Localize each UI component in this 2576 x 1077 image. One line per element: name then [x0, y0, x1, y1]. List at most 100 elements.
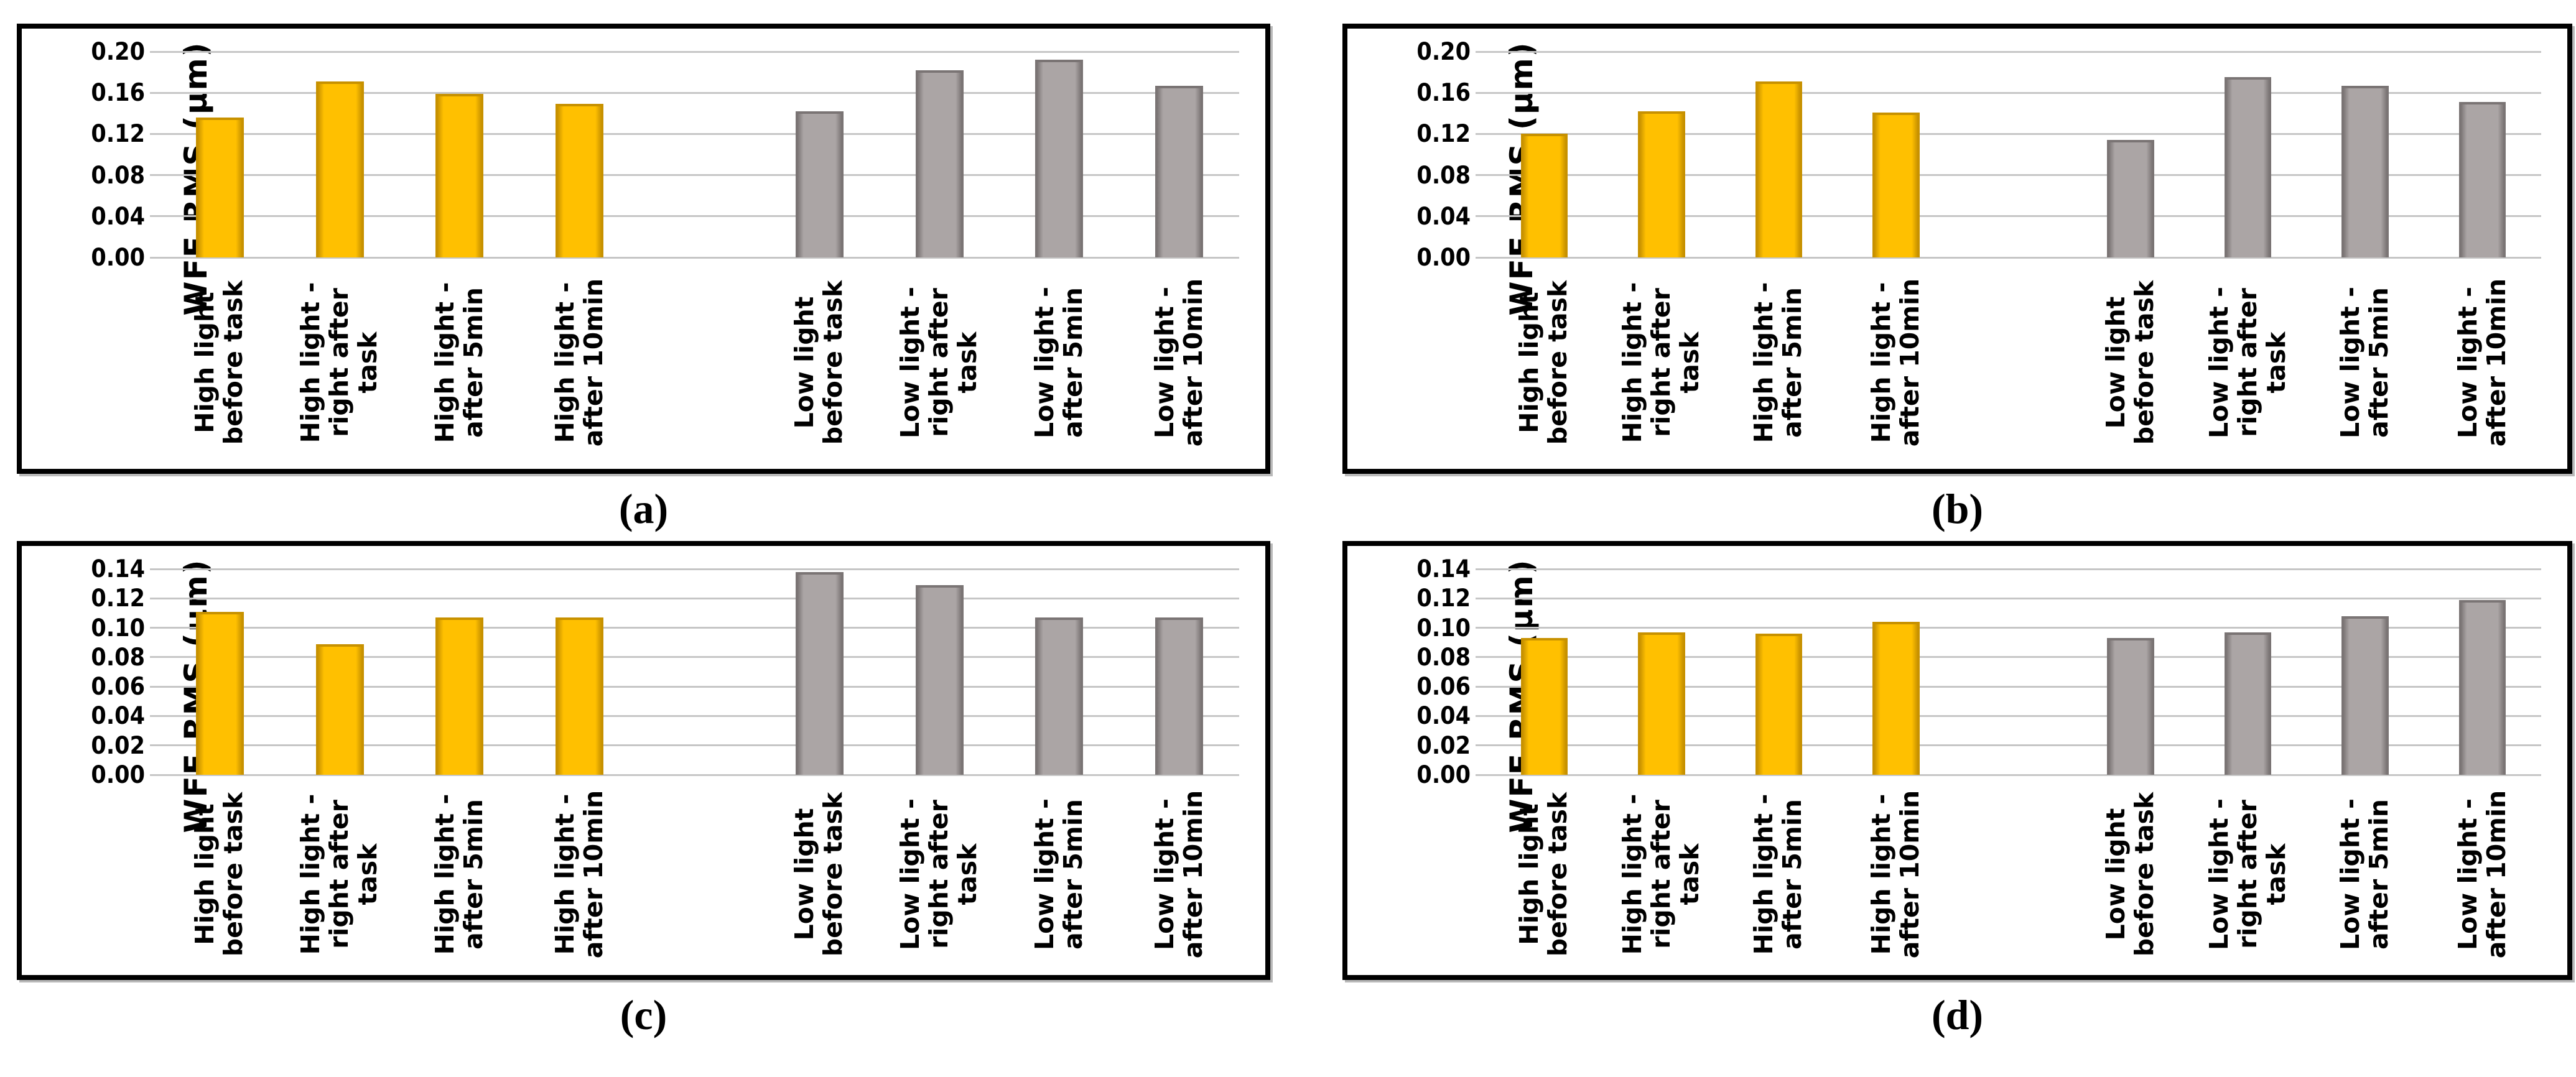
bar-low-light-1	[2107, 140, 2154, 257]
x-category-label: High light - after 5min	[430, 793, 488, 955]
bar-low-light-3	[1035, 60, 1084, 257]
bar-low-light-4	[1155, 617, 1204, 775]
figure-cell-d: WFE RMS (μm) 0.000.020.040.060.080.100.1…	[1342, 541, 2572, 1077]
gridline	[150, 685, 1239, 688]
plot-area-c: WFE RMS (μm) 0.000.020.040.060.080.100.1…	[91, 557, 1239, 833]
x-category-label: High light - after 10min	[549, 278, 608, 447]
x-category-label: High light - after 10min	[1866, 278, 1925, 447]
bar-high-light-1	[195, 117, 244, 257]
subfigure-caption-b: (b)	[1931, 485, 1984, 532]
x-axis-labels-d: High light before task High light - right…	[1486, 777, 2541, 971]
x-category-label: Low light - after 10min	[2452, 278, 2511, 447]
y-tick-label: 0.10	[91, 614, 145, 642]
bar-high-light-4	[1872, 112, 1920, 257]
gridline	[1476, 744, 2541, 747]
x-category-label: Low light - after 10min	[1149, 278, 1208, 447]
y-tick-label: 0.00	[1416, 244, 1471, 272]
x-axis-labels-a: High light before task High light - right…	[160, 260, 1239, 465]
x-category-label: High light - right after task	[295, 793, 383, 955]
y-tick-label: 0.02	[91, 731, 145, 760]
chart-panel-d: WFE RMS (μm) 0.000.020.040.060.080.100.1…	[1342, 541, 2572, 980]
chart-panel-b: WFE RMS (μm) 0.000.040.080.120.160.20 Hi…	[1342, 24, 2572, 474]
y-tick-label: 0.12	[91, 585, 145, 613]
y-tick-label: 0.04	[1416, 202, 1471, 231]
bar-high-light-2	[315, 81, 364, 257]
gridline	[150, 744, 1239, 747]
gridline	[150, 568, 1239, 570]
x-category-label: High light before task	[1514, 280, 1573, 445]
gridline	[1476, 50, 2541, 53]
gridline	[1476, 656, 2541, 659]
bar-low-light-2	[915, 70, 964, 257]
y-tick-label: 0.08	[1416, 161, 1471, 190]
bar-high-light-1	[1520, 638, 1568, 775]
gridline	[1476, 714, 2541, 717]
bar-low-light-2	[915, 585, 964, 775]
x-category-label: High light - after 10min	[549, 790, 608, 959]
x-category-label: High light - right after task	[295, 282, 383, 443]
x-category-label: High light before task	[1514, 792, 1573, 957]
gridline	[1476, 256, 2541, 259]
x-category-label: Low light before task	[2101, 280, 2160, 445]
y-tick-label: 0.14	[91, 555, 145, 583]
subfigure-caption-a: (a)	[618, 485, 669, 532]
gridline	[150, 627, 1239, 629]
bar-high-light-2	[315, 644, 364, 775]
chart-panel-a: WFE RMS (μm) 0.000.040.080.120.160.20 Hi…	[17, 24, 1270, 474]
bar-high-light-1	[195, 611, 244, 775]
y-tick-label: 0.04	[91, 702, 145, 731]
x-category-label: Low light - after 10min	[1149, 790, 1208, 959]
figure-cell-a: WFE RMS (μm) 0.000.040.080.120.160.20 Hi…	[17, 24, 1270, 541]
gridline	[1476, 91, 2541, 94]
bar-high-light-2	[1638, 632, 1685, 775]
y-tick-label: 0.14	[1416, 555, 1471, 583]
bar-low-light-4	[1155, 85, 1204, 257]
x-category-label: High light - after 5min	[430, 282, 488, 443]
bar-high-light-3	[1755, 81, 1803, 257]
y-tick-label: 0.00	[91, 761, 145, 789]
x-category-label: Low light - after 5min	[1029, 798, 1088, 950]
bar-high-light-3	[435, 93, 484, 257]
y-tick-label: 0.06	[1416, 673, 1471, 701]
x-category-label: Low light - right after task	[2203, 798, 2291, 950]
subfigure-caption-d: (d)	[1931, 991, 1984, 1038]
gridline	[150, 714, 1239, 717]
y-tick-label: 0.00	[91, 244, 145, 272]
subfigure-caption-c: (c)	[620, 991, 667, 1038]
x-category-label: High light - after 10min	[1866, 790, 1925, 959]
gridline	[150, 656, 1239, 659]
gridline	[150, 174, 1239, 177]
y-tick-label: 0.12	[1416, 585, 1471, 613]
gridline	[150, 91, 1239, 94]
y-tick-label: 0.04	[91, 202, 145, 231]
bar-low-light-2	[2224, 632, 2272, 775]
y-tick-label: 0.08	[91, 161, 145, 190]
bar-high-light-3	[435, 617, 484, 775]
bar-high-light-2	[1638, 111, 1685, 257]
bar-high-light-4	[556, 104, 604, 257]
gridline	[150, 774, 1239, 776]
y-tick-label: 0.06	[91, 673, 145, 701]
gridline	[1476, 597, 2541, 599]
gridline	[150, 132, 1239, 135]
gridline	[150, 256, 1239, 259]
x-category-label: Low light - right after task	[2203, 287, 2291, 438]
x-category-label: Low light - right after task	[895, 798, 982, 950]
y-tick-label: 0.10	[1416, 614, 1471, 642]
bar-high-light-4	[556, 617, 604, 775]
bar-low-light-1	[2107, 638, 2154, 775]
x-category-label: Low light - right after task	[895, 287, 982, 438]
y-tick-label: 0.16	[1416, 79, 1471, 108]
gridline	[150, 215, 1239, 218]
bar-low-light-1	[795, 111, 844, 257]
x-category-label: High light - right after task	[1617, 282, 1704, 443]
x-category-label: High light before task	[190, 792, 249, 957]
y-tick-label: 0.04	[1416, 702, 1471, 731]
x-category-label: Low light - after 5min	[2335, 798, 2394, 950]
y-tick-label: 0.12	[91, 120, 145, 149]
y-tick-label: 0.20	[1416, 38, 1471, 66]
plot-area-d: WFE RMS (μm) 0.000.020.040.060.080.100.1…	[1416, 557, 2541, 833]
y-tick-label: 0.00	[1416, 761, 1471, 789]
gridline	[1476, 685, 2541, 688]
